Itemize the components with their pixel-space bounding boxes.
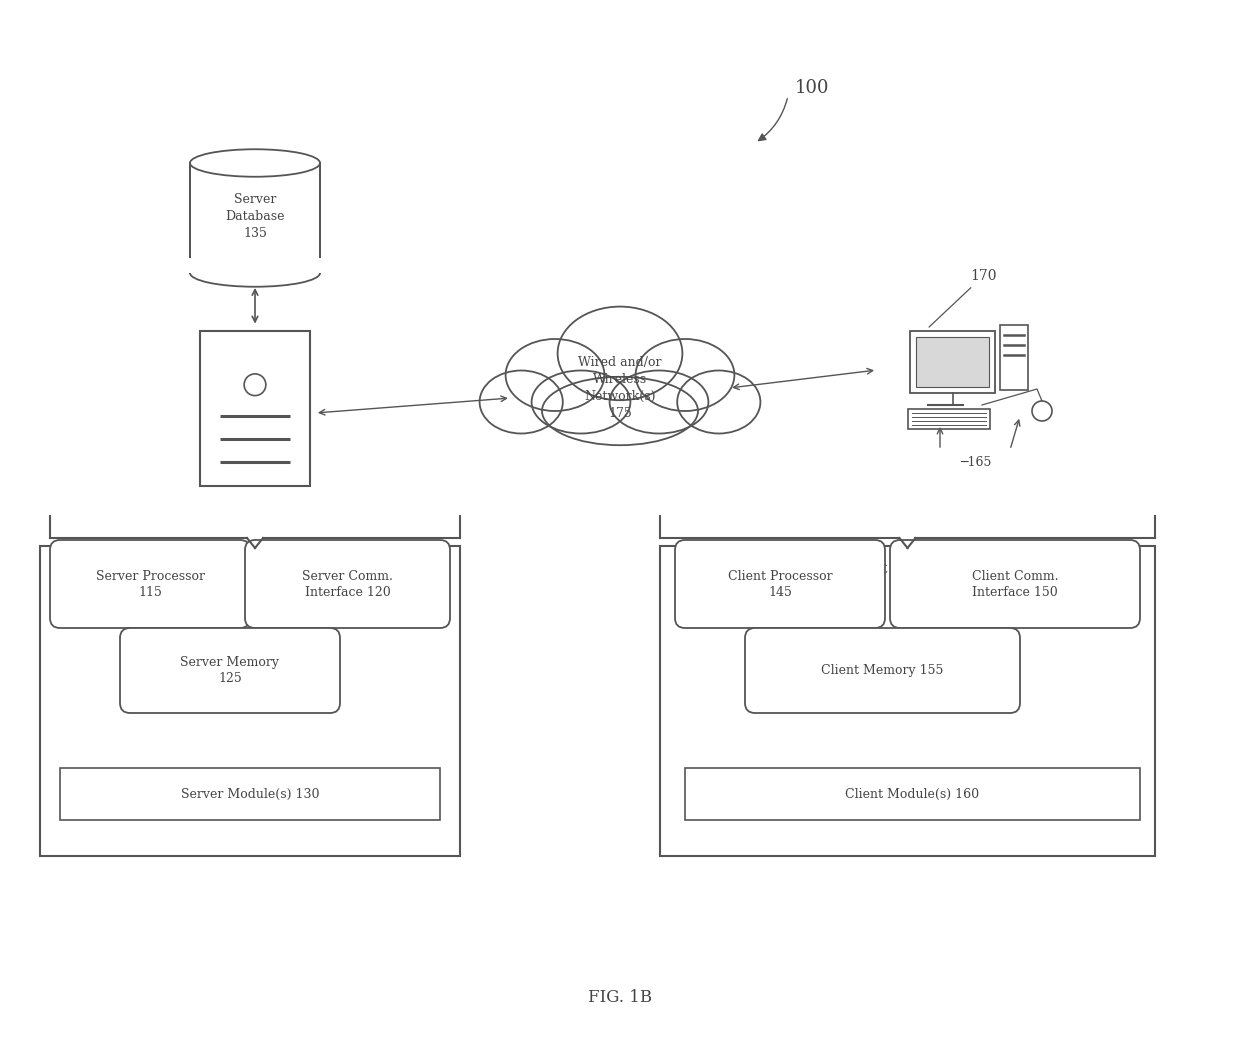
Bar	[910, 331, 994, 393]
Text: 100: 100	[795, 79, 830, 97]
Text: Client Processor
145: Client Processor 145	[728, 570, 832, 599]
Ellipse shape	[190, 260, 320, 286]
Bar	[188, 258, 321, 273]
Text: Server Memory
125: Server Memory 125	[181, 656, 279, 685]
FancyBboxPatch shape	[246, 540, 450, 628]
Text: 170: 170	[929, 269, 997, 327]
Bar	[60, 768, 440, 820]
Circle shape	[244, 374, 265, 395]
Text: Client Comm.
Interface 150: Client Comm. Interface 150	[972, 570, 1058, 599]
FancyBboxPatch shape	[890, 540, 1140, 628]
FancyBboxPatch shape	[675, 540, 885, 628]
FancyBboxPatch shape	[745, 628, 1021, 713]
Text: System Server 110: System Server 110	[184, 562, 317, 576]
Text: ─165: ─165	[960, 456, 991, 469]
Text: Wired and/or
Wireless
Network(s)
175: Wired and/or Wireless Network(s) 175	[578, 356, 662, 420]
Bar	[999, 325, 1028, 390]
FancyBboxPatch shape	[40, 546, 460, 856]
Ellipse shape	[532, 371, 630, 434]
Text: Client Device 140: Client Device 140	[844, 562, 970, 576]
Ellipse shape	[480, 371, 563, 434]
FancyBboxPatch shape	[660, 546, 1154, 856]
Text: Server Module(s) 130: Server Module(s) 130	[181, 788, 319, 800]
Text: Server Processor
115: Server Processor 115	[95, 570, 205, 599]
FancyBboxPatch shape	[120, 628, 340, 713]
Ellipse shape	[190, 149, 320, 176]
Circle shape	[1032, 401, 1052, 421]
Text: Server Comm.
Interface 120: Server Comm. Interface 120	[303, 570, 393, 599]
Bar	[908, 409, 990, 429]
FancyBboxPatch shape	[50, 540, 250, 628]
Ellipse shape	[558, 306, 682, 401]
Text: Server
Database
135: Server Database 135	[226, 192, 285, 240]
Ellipse shape	[542, 377, 698, 445]
Text: FIG. 1B: FIG. 1B	[588, 989, 652, 1007]
Text: Client Module(s) 160: Client Module(s) 160	[846, 788, 980, 800]
Ellipse shape	[610, 371, 708, 434]
Bar	[200, 330, 310, 486]
Ellipse shape	[677, 371, 760, 434]
Ellipse shape	[636, 339, 734, 411]
Bar	[684, 768, 1140, 820]
Text: Client Memory 155: Client Memory 155	[821, 664, 944, 677]
Bar	[916, 337, 990, 387]
Ellipse shape	[506, 339, 604, 411]
Bar	[190, 163, 320, 273]
